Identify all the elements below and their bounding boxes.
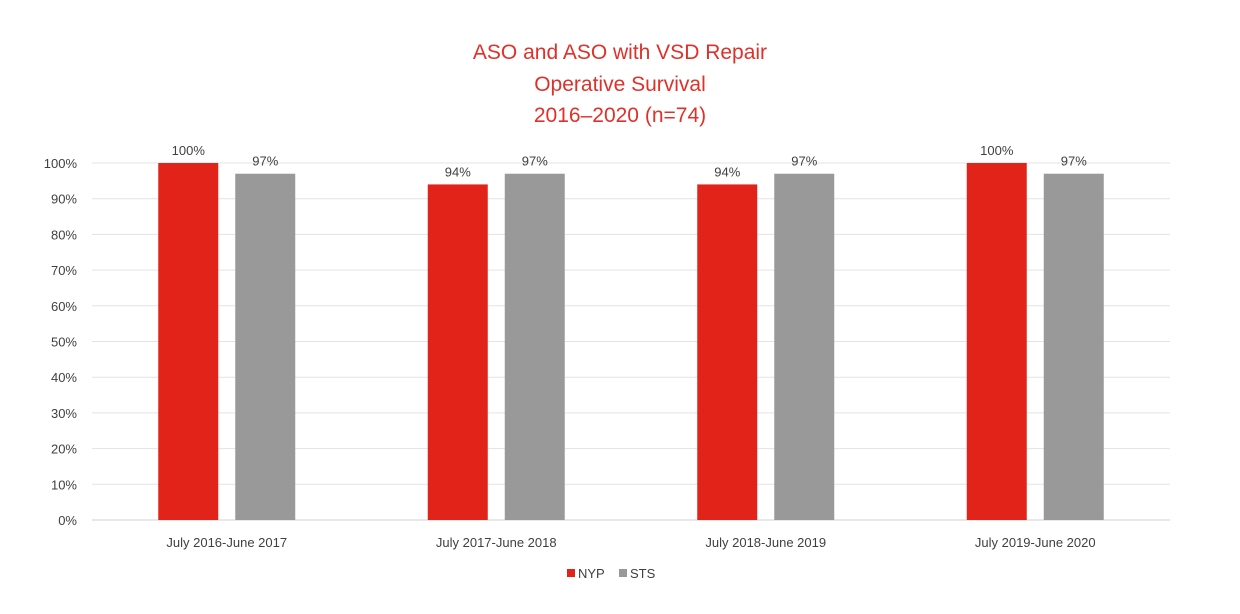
bar-nyp: [697, 184, 758, 521]
y-tick-label: 70%: [51, 263, 77, 278]
data-label: 97%: [522, 154, 548, 169]
bar-sts: [504, 173, 565, 520]
chart-title-line-2: Operative Survival: [534, 73, 706, 96]
data-label: 100%: [980, 143, 1014, 158]
bars: 100% 97% 94% 97% 94% 97% 100% 97%: [158, 143, 1104, 521]
x-tick-label: July 2017-June 2018: [436, 535, 557, 550]
bar-nyp: [158, 163, 219, 520]
y-tick-label: 20%: [51, 442, 77, 457]
legend: NYP STS: [567, 566, 656, 581]
bar-nyp: [427, 184, 488, 521]
legend-label: STS: [630, 566, 656, 581]
x-axis-ticks: July 2016-June 2017 July 2017-June 2018 Ju…: [166, 535, 1095, 550]
legend-label: NYP: [578, 566, 605, 581]
y-tick-label: 0%: [58, 513, 77, 528]
bar-sts: [235, 173, 296, 520]
chart-title-line-3: 2016–2020 (n=74): [534, 104, 706, 127]
legend-swatch-sts: [619, 569, 627, 577]
x-tick-label: July 2016-June 2017: [166, 535, 287, 550]
y-axis-ticks: 0% 10% 20% 30% 40% 50% 60% 70% 80% 90% 100%: [44, 156, 78, 528]
data-label: 94%: [445, 164, 471, 179]
bar-sts: [1043, 173, 1104, 520]
data-label: 97%: [791, 154, 817, 169]
bar-sts: [774, 173, 835, 520]
y-tick-label: 100%: [44, 156, 78, 171]
data-label: 97%: [252, 154, 278, 169]
y-tick-label: 30%: [51, 406, 77, 421]
y-tick-label: 50%: [51, 335, 77, 350]
x-tick-label: July 2018-June 2019: [705, 535, 826, 550]
y-tick-label: 90%: [51, 192, 77, 207]
data-label: 100%: [172, 143, 206, 158]
y-tick-label: 60%: [51, 299, 77, 314]
y-tick-label: 80%: [51, 227, 77, 242]
bar-nyp: [966, 163, 1027, 520]
chart-title-line-1: ASO and ASO with VSD Repair: [473, 41, 767, 64]
x-tick-label: July 2019-June 2020: [975, 535, 1096, 550]
chart-title: ASO and ASO with VSD Repair Operative Su…: [473, 41, 767, 127]
data-label: 97%: [1061, 154, 1087, 169]
data-label: 94%: [714, 164, 740, 179]
legend-swatch-nyp: [567, 569, 575, 577]
y-tick-label: 40%: [51, 370, 77, 385]
y-tick-label: 10%: [51, 477, 77, 492]
